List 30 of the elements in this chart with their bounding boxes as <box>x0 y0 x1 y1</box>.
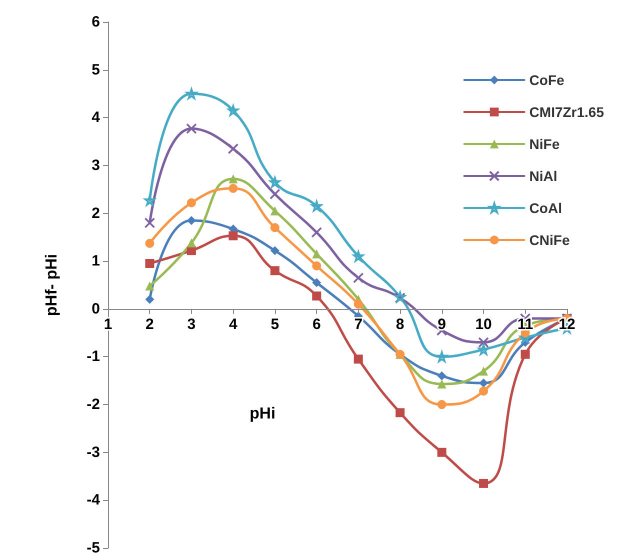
x-tick-label: 1 <box>104 316 112 333</box>
y-tick-label: 5 <box>92 61 100 78</box>
x-tick-label: 2 <box>146 316 154 333</box>
x-tick-label: 7 <box>354 316 363 333</box>
y-tick-label: -2 <box>86 396 100 414</box>
y-tick-label: -1 <box>86 348 100 366</box>
x-tick-label: 6 <box>312 316 321 333</box>
x-axis-title: pHi <box>250 405 276 422</box>
legend-label: NiAl <box>529 168 558 184</box>
y-axis-title: pHf- pHi <box>44 254 60 316</box>
y-tick-label: 2 <box>92 204 100 222</box>
legend-label: NiFe <box>529 136 560 152</box>
y-tick-label: -3 <box>86 444 100 461</box>
y-tick-label: 6 <box>92 14 100 30</box>
x-tick-label: 11 <box>517 316 534 333</box>
legend-label: CNiFe <box>529 232 570 248</box>
y-tick-label: -5 <box>86 540 100 556</box>
x-tick-label: 5 <box>270 316 280 333</box>
y-tick-label: 0 <box>92 300 100 318</box>
y-tick-label: -4 <box>86 492 101 509</box>
x-tick-label: 4 <box>229 316 238 333</box>
x-tick-label: 10 <box>475 316 492 333</box>
y-tick-label: 3 <box>92 156 100 174</box>
legend-label: CMI7Zr1.65 <box>529 104 604 120</box>
x-tick-label: 8 <box>396 316 404 333</box>
y-tick-label: 1 <box>92 252 100 270</box>
legend-label: CoFe <box>529 72 565 88</box>
legend-label: CoAl <box>529 200 562 216</box>
x-tick-label: 3 <box>187 316 196 333</box>
y-tick-label: 4 <box>92 109 101 126</box>
